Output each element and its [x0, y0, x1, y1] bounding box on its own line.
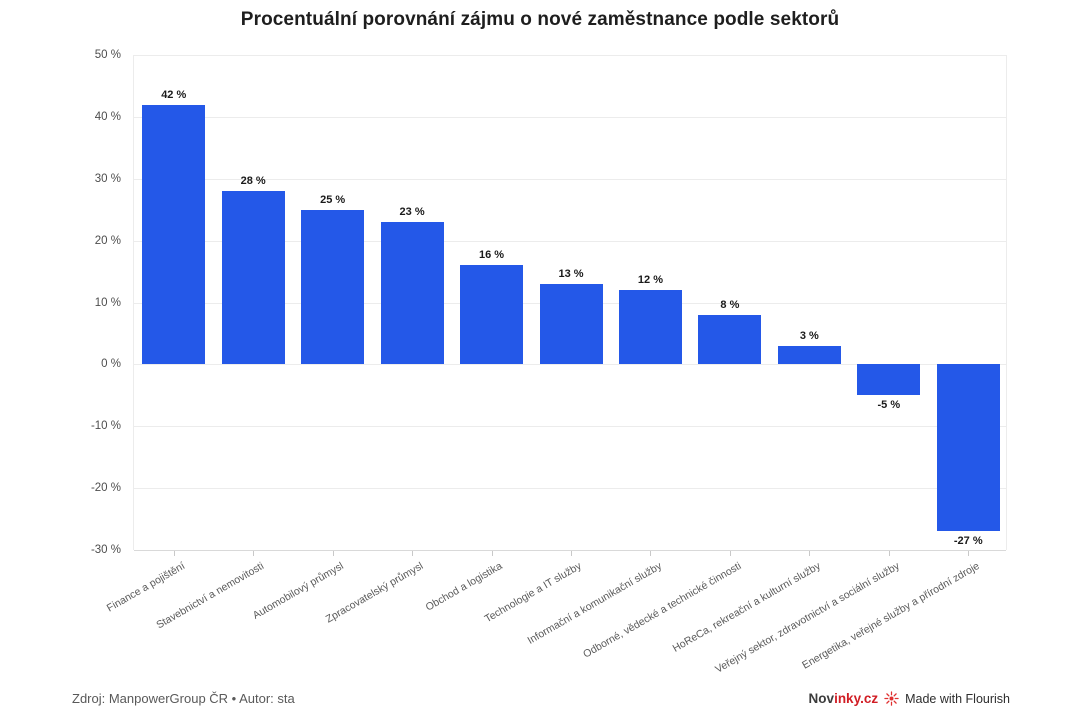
x-axis-tick: [888, 551, 890, 556]
x-axis-tick: [809, 551, 811, 556]
bar-value-label: 42 %: [161, 88, 187, 101]
bar-value-label: -27 %: [953, 535, 983, 548]
x-axis-tick: [332, 551, 334, 556]
source-credit: Zdroj: ManpowerGroup ČR • Autor: sta: [72, 691, 295, 706]
x-axis-tick: [968, 551, 970, 556]
gridline: [134, 240, 1006, 242]
bar-value-label: 3 %: [799, 329, 819, 342]
footer: Zdroj: ManpowerGroup ČR • Autor: sta Nov…: [72, 691, 1010, 706]
chart-title: Procentuální porovnání zájmu o nové zamě…: [240, 9, 840, 30]
gridline: [134, 488, 1006, 490]
y-axis-tick-label: -30 %: [90, 544, 121, 556]
gridline: [134, 426, 1006, 428]
gridline: [134, 55, 1006, 56]
bar-1[interactable]: [142, 104, 206, 365]
y-axis-tick-label: 50 %: [94, 49, 121, 61]
x-axis-tick: [650, 551, 652, 556]
x-axis-category-label: HoReCa, rekreační a kulturní služby: [670, 560, 823, 655]
bar-value-label: 28 %: [240, 175, 266, 188]
x-axis-tick: [253, 551, 255, 556]
bar-11[interactable]: [936, 364, 1000, 532]
bar-value-label: 12 %: [637, 274, 663, 287]
novinky-logo-dark: Nov: [808, 691, 835, 706]
bar-10[interactable]: [857, 364, 921, 396]
y-axis-tick-label: -10 %: [90, 420, 121, 433]
bar-value-label: 16 %: [478, 249, 505, 262]
y-axis-tick-label: 0 %: [101, 358, 121, 371]
bar-5[interactable]: [460, 265, 524, 365]
x-axis-tick: [571, 551, 572, 556]
bar-value-label: -5 %: [877, 399, 901, 412]
x-axis-tick: [173, 551, 175, 556]
y-axis-tick-label: 20 %: [94, 234, 121, 247]
x-axis: Finance a pojištění Stavebnictví a nemovi…: [104, 556, 1007, 676]
x-axis-category-label: Odborné, vědecké a technické činnosti: [580, 560, 743, 661]
plot-area: 42 % 28 % 25 % 23 % 16 % 13 % 12 % 8 % 3 % -5 % -2…: [133, 55, 1007, 556]
gridline: [134, 364, 1006, 366]
x-axis-tick: [729, 551, 731, 556]
gridline: [134, 116, 1006, 118]
bar-4[interactable]: [380, 222, 444, 365]
bar-6[interactable]: [539, 283, 603, 365]
bar-7[interactable]: [618, 290, 682, 365]
bar-3[interactable]: [301, 209, 365, 365]
x-axis-category-label: Finance a pojištění: [104, 560, 187, 615]
x-axis-category-label: Informační a komunikační služby: [525, 560, 664, 647]
novinky-logo-red: inky.cz: [834, 691, 879, 706]
flourish-starburst-icon: [884, 691, 899, 706]
flourish-credit[interactable]: Made with Flourish: [905, 691, 1010, 706]
bar-9[interactable]: [777, 345, 841, 365]
bar-8[interactable]: [698, 314, 762, 365]
novinky-logo[interactable]: Novinky.cz: [809, 691, 879, 706]
x-axis-tick: [412, 551, 414, 556]
y-axis-tick-label: -20 %: [90, 482, 121, 495]
x-axis-category-label: Obchod a logistika: [423, 560, 505, 614]
y-axis-tick-label: 10 %: [94, 296, 121, 309]
gridline: [134, 178, 1006, 180]
y-axis: 50 % 40 % 30 % 20 % 10 % 0 % -10 % -20 % -30 %: [0, 49, 127, 556]
bar-value-label: 8 %: [720, 298, 740, 311]
y-axis-tick-label: 30 %: [94, 172, 121, 185]
bar-value-label: 23 %: [399, 206, 425, 219]
y-axis-tick-label: 40 %: [94, 110, 121, 123]
footer-branding: Novinky.cz Made with Flou: [809, 691, 1010, 706]
bar-2[interactable]: [221, 191, 285, 365]
gridline: [134, 550, 1006, 551]
bar-value-label: 13 %: [558, 267, 584, 280]
x-axis-tick: [491, 551, 493, 556]
bar-value-label: 25 %: [320, 193, 346, 206]
